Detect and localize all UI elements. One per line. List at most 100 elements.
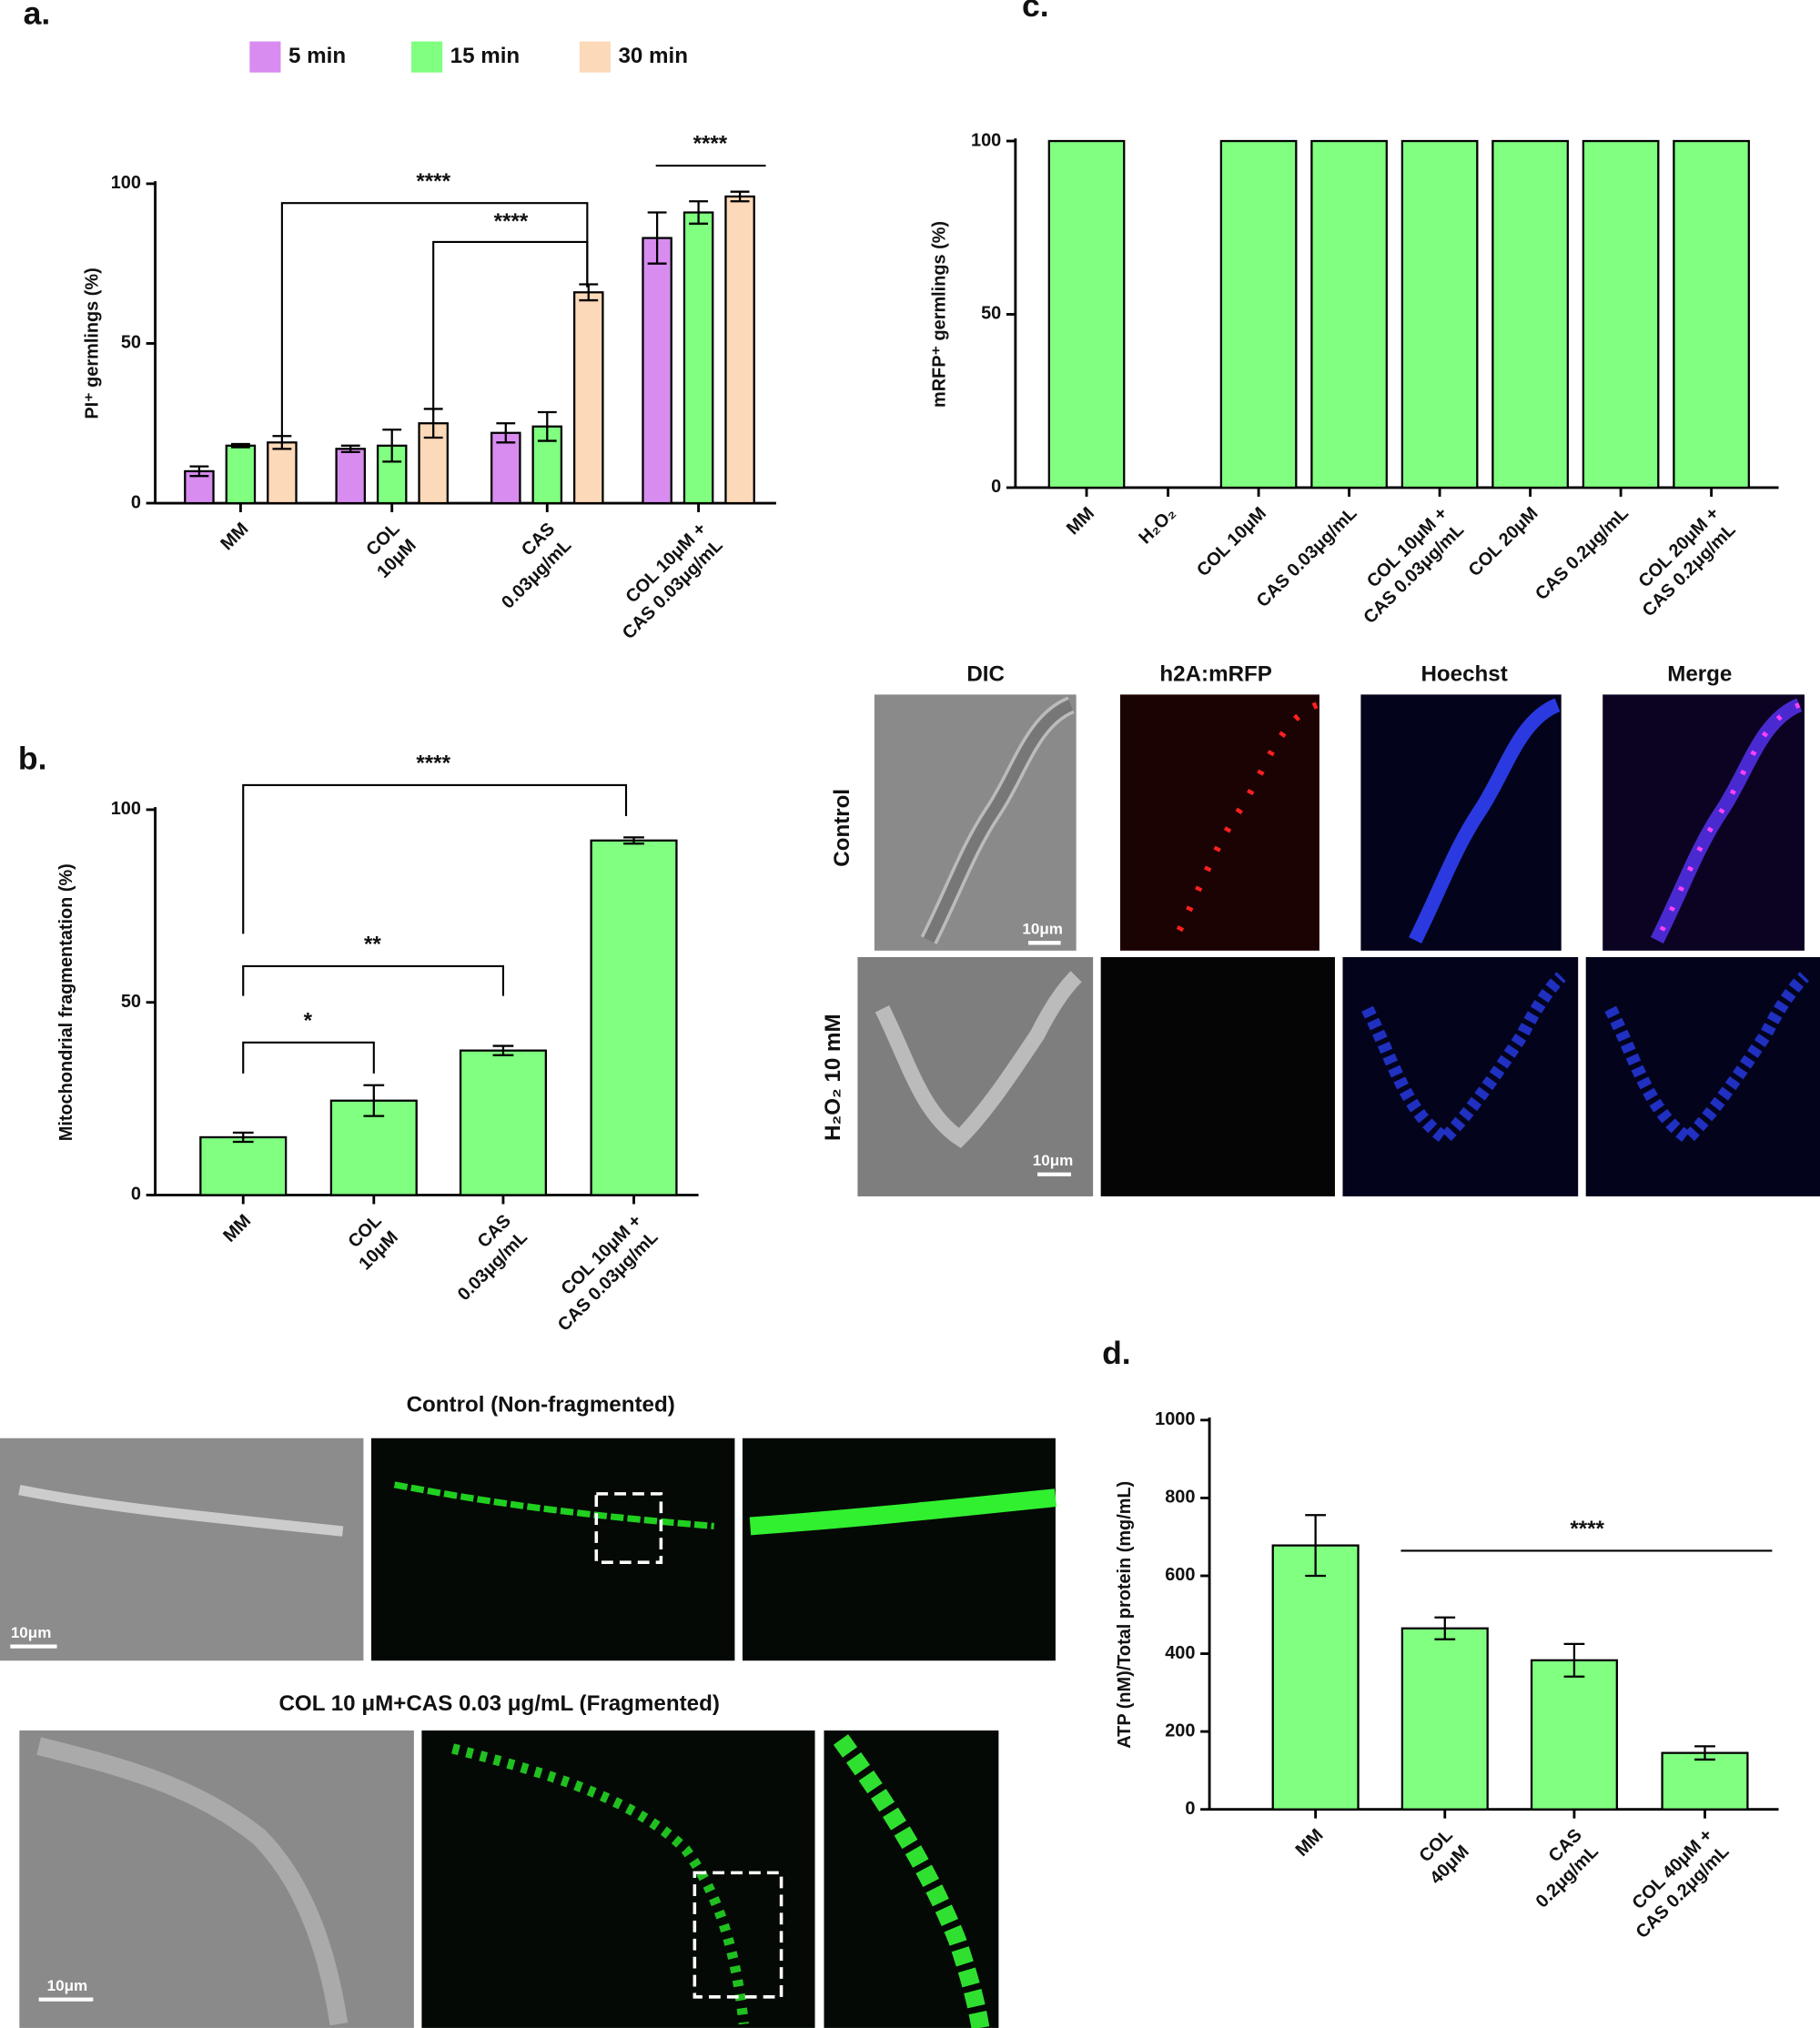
bar <box>459 1049 547 1196</box>
bar <box>335 448 366 505</box>
x-tick-label: MM <box>219 1211 255 1246</box>
mitochondria <box>451 1743 749 2025</box>
bar <box>1219 139 1298 489</box>
error-bar <box>647 211 667 265</box>
column-label: h2A:mRFP <box>1159 661 1271 686</box>
mrfp-image <box>1119 694 1320 951</box>
bar <box>225 444 257 505</box>
error-bar <box>1563 1642 1585 1678</box>
y-tick-label: 100 <box>111 173 141 193</box>
x-tick-label: CAS 0.2μg/mL <box>1532 503 1633 604</box>
dic-image <box>19 1730 414 2028</box>
scale-label: 10μm <box>47 1977 88 1994</box>
y-tick-label: 0 <box>991 477 1001 497</box>
significance-bracket <box>242 964 505 996</box>
zoom-image <box>742 1438 1056 1661</box>
panel-label: b. <box>18 740 47 776</box>
x-tick-label: CAS 0.03μg/mL <box>1253 503 1361 611</box>
y-tick-label: 1000 <box>1155 1409 1195 1429</box>
significance-bracket <box>280 202 589 438</box>
mitochondria <box>749 1488 1057 1536</box>
bar <box>572 291 604 505</box>
legend-label: 30 min <box>618 44 688 68</box>
significance-label: **** <box>416 752 450 776</box>
bar <box>1400 1627 1489 1811</box>
legend-swatch <box>249 41 281 73</box>
error-bar <box>230 442 250 449</box>
y-tick-label: 0 <box>1185 1799 1195 1819</box>
bar <box>1047 139 1126 489</box>
y-axis-label: ATP (nM)/Total protein (mg/mL) <box>1115 1481 1135 1749</box>
error-bar <box>232 1131 254 1144</box>
bar <box>199 1135 288 1196</box>
error-bar <box>623 836 644 845</box>
significance-label: **** <box>494 209 529 234</box>
error-bar <box>1305 1514 1327 1578</box>
x-tick-label: MM <box>217 519 252 554</box>
bar <box>1310 139 1388 489</box>
dic-image <box>0 1438 364 1661</box>
error-bar <box>730 190 750 203</box>
y-tick-label: 50 <box>121 992 141 1012</box>
bar <box>1673 139 1750 489</box>
panel-label: d. <box>1102 1335 1131 1371</box>
mito-image <box>370 1438 735 1661</box>
legend-swatch <box>411 41 443 73</box>
error-bar <box>382 429 402 463</box>
bar <box>724 195 755 505</box>
error-bar <box>689 200 709 225</box>
y-tick-label: 200 <box>1165 1720 1195 1740</box>
error-bar <box>537 410 557 442</box>
column-label: Hoechst <box>1421 661 1507 686</box>
zoom-box <box>693 1871 784 1999</box>
error-bar <box>340 444 360 453</box>
mrfp-image <box>1100 956 1335 1196</box>
bar <box>267 441 298 505</box>
row-label: Control <box>830 789 854 867</box>
error-bar <box>496 422 516 444</box>
x-tick-label: COL 10μM <box>1193 503 1270 580</box>
significance-label: * <box>304 1008 313 1033</box>
error-bar <box>579 283 599 302</box>
bar <box>590 839 678 1196</box>
micrographs-b: Control (Non-fragmented) 10μm COL 10 μM+… <box>0 1393 1057 2028</box>
significance-label: **** <box>1570 1517 1604 1541</box>
bar <box>1582 139 1660 489</box>
hypha <box>18 1485 344 1537</box>
mitochondria <box>833 1734 990 2028</box>
micrograph-title: COL 10 μM+CAS 0.03 μg/mL (Fragmented) <box>278 1691 719 1716</box>
zoom-box <box>594 1492 663 1564</box>
error-bar <box>1694 1745 1715 1761</box>
legend-label: 5 min <box>288 44 346 68</box>
x-tick-label: COL 20μM <box>1465 503 1542 580</box>
bar <box>490 431 521 505</box>
significance-bracket <box>432 240 589 412</box>
bar <box>1491 139 1569 489</box>
y-tick-label: 0 <box>131 1185 141 1205</box>
x-tick-label: MM <box>1292 1825 1328 1861</box>
scale-label: 10μm <box>11 1624 52 1641</box>
error-bar <box>363 1084 385 1117</box>
hypha <box>36 1737 349 2026</box>
significance-bracket <box>242 783 628 934</box>
mito-image <box>421 1730 815 2028</box>
significance-label: ** <box>364 933 381 957</box>
significance-label: **** <box>693 132 728 156</box>
y-tick-label: 50 <box>121 333 141 353</box>
y-tick-label: 600 <box>1165 1565 1195 1585</box>
column-label: Merge <box>1667 661 1732 686</box>
hoechst-image <box>1342 956 1579 1196</box>
error-bar <box>1434 1616 1456 1640</box>
y-tick-label: 0 <box>131 492 141 512</box>
x-tick-label: MM <box>1063 503 1098 539</box>
bar <box>1271 1544 1360 1811</box>
micrograph-title: Control (Non-fragmented) <box>407 1393 675 1418</box>
column-label: DIC <box>966 661 1005 686</box>
y-tick-label: 50 <box>981 304 1001 324</box>
panel-label: c. <box>1022 0 1049 24</box>
micrographs-c: DIC h2A:mRFP Hoechst Merge Control H₂O₂ … <box>821 661 1820 1196</box>
significance-bracket <box>242 1041 375 1074</box>
y-axis-label: mRFP⁺ germlings (%) <box>930 221 950 408</box>
